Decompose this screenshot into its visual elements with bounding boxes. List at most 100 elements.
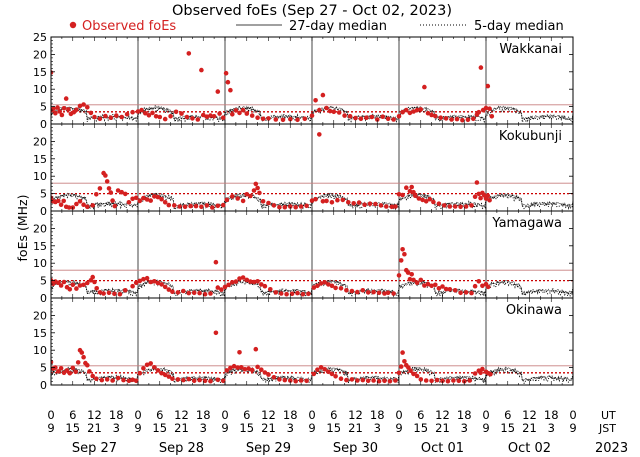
observed-point <box>324 198 329 204</box>
observed-point <box>208 291 213 296</box>
observed-point <box>64 368 70 373</box>
observed-point <box>329 200 335 205</box>
ut-tick-label: 18 <box>457 408 472 422</box>
observed-point <box>472 371 478 376</box>
observed-point <box>331 109 337 115</box>
observed-point <box>355 289 360 295</box>
y-tick-label: 5 <box>40 275 47 288</box>
observed-point <box>81 102 86 107</box>
observed-point <box>77 283 83 288</box>
observed-point <box>77 199 83 204</box>
observed-point <box>398 364 404 369</box>
y-tick-label: 15 <box>33 327 47 340</box>
observed-point <box>228 87 233 93</box>
observed-point <box>414 107 420 113</box>
observed-point <box>224 197 230 203</box>
observed-point <box>434 377 440 383</box>
observed-point <box>262 283 268 289</box>
observed-point <box>141 195 146 201</box>
observed-point <box>230 194 235 199</box>
panel-okinawa: 0 5 10 15 20 Okinawa <box>33 297 574 392</box>
observed-point <box>360 288 366 293</box>
observed-point <box>371 378 376 383</box>
observed-point <box>90 373 95 379</box>
observed-point <box>445 378 451 384</box>
observed-point <box>248 193 253 199</box>
observed-point <box>231 363 237 369</box>
observed-point <box>271 375 277 380</box>
observed-point <box>186 290 192 296</box>
station-label: Kokubunji <box>499 129 562 144</box>
ut-tick-label: 18 <box>196 408 211 422</box>
observed-point <box>425 281 431 287</box>
observed-point <box>230 280 235 285</box>
observed-point <box>173 109 179 115</box>
observed-point <box>259 282 264 287</box>
observed-point <box>249 367 255 373</box>
observed-point <box>235 196 240 201</box>
observed-point <box>476 109 482 115</box>
observed-point <box>224 368 230 373</box>
observed-point <box>217 111 222 116</box>
observed-point <box>380 114 386 119</box>
observed-point <box>425 110 431 116</box>
observed-point <box>97 290 103 295</box>
observed-point <box>423 378 429 383</box>
observed-point <box>155 280 161 286</box>
observed-point <box>371 289 376 295</box>
observed-point <box>443 116 449 121</box>
observed-point <box>226 282 231 288</box>
observed-point <box>157 114 163 120</box>
observed-point <box>268 287 273 292</box>
ut-tick-label: 12 <box>87 408 102 422</box>
observed-point <box>309 113 315 118</box>
jst-tick-label: 21 <box>435 421 450 435</box>
jst-tick-label: 9 <box>221 421 228 435</box>
y-tick-label: 20 <box>33 309 47 322</box>
median-5day-line <box>51 104 573 124</box>
observed-point <box>150 110 155 116</box>
observed-point <box>340 197 346 203</box>
observed-point <box>376 378 382 384</box>
jst-tick-label: 15 <box>413 421 428 435</box>
jst-tick-label: 3 <box>113 421 120 435</box>
jst-tick-label: 3 <box>287 421 294 435</box>
observed-point <box>326 282 331 287</box>
median-5day-line <box>51 279 573 298</box>
legend-5day-label: 5-day median <box>474 19 564 34</box>
observed-point <box>344 288 349 293</box>
observed-point <box>51 70 54 75</box>
observed-point <box>411 189 416 195</box>
observed-point <box>106 186 112 191</box>
observed-point <box>242 367 248 372</box>
observed-point <box>94 286 99 291</box>
observed-point <box>362 202 367 207</box>
observed-point <box>451 378 456 383</box>
jst-tick-label: 21 <box>522 421 537 435</box>
observed-point <box>210 205 215 210</box>
observed-point <box>471 116 476 122</box>
observed-point <box>251 188 257 193</box>
observed-point <box>97 116 103 122</box>
observed-point <box>220 202 226 208</box>
ut-tick-label: 12 <box>261 408 276 422</box>
observed-point <box>300 291 306 297</box>
observed-point <box>215 203 221 209</box>
observed-point <box>480 366 485 372</box>
observed-point <box>215 89 221 94</box>
observed-point <box>193 203 199 209</box>
observed-point <box>141 366 146 371</box>
observed-point <box>137 370 143 376</box>
x-axis: 0 6 12 18 0 6 12 18 0 6 12 18 0 6 12 18 0 6 12 18 0 6 12 18 09 15… <box>47 408 576 456</box>
observed-point <box>104 377 110 382</box>
observed-point <box>85 280 90 286</box>
observed-point <box>123 191 128 197</box>
observed-point <box>115 375 121 381</box>
observed-point <box>313 196 318 202</box>
observed-point <box>260 116 266 122</box>
jst-tick-label: 3 <box>374 421 381 435</box>
observed-point <box>289 291 295 297</box>
observed-point <box>172 203 177 208</box>
observed-point <box>124 112 130 117</box>
observed-point <box>202 378 208 384</box>
